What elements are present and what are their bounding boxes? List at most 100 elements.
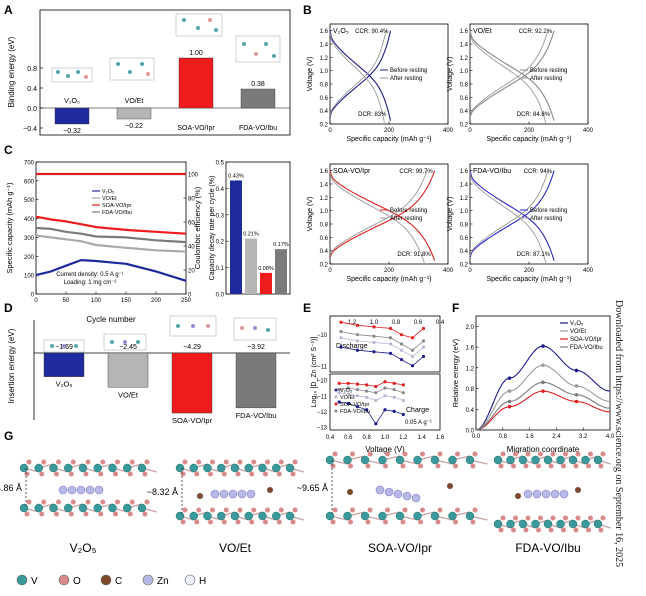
panel-e-current-label: 0.05 A g⁻¹ <box>405 420 432 426</box>
panel-b-subplot-3: 1.6 1.4 1.2 1.0 0.8 0.6 0.4 0.20 200 400 Voltage (… <box>447 163 594 283</box>
panel-g-atom-c <box>197 493 203 499</box>
panel-g-atom-v <box>531 519 540 529</box>
panel-g-atom-o <box>194 471 200 477</box>
panel-b-ytick-label: 0.2 <box>320 123 329 129</box>
panel-g-atom-v <box>93 503 102 513</box>
panel-g-atom-v <box>325 511 335 521</box>
panel-f-point <box>574 368 579 373</box>
panel-g-atom-o <box>600 515 606 521</box>
panel-a-ytick-label: 0.4 <box>27 86 37 93</box>
panel-b-subplot-1: 1.6 1.4 1.2 1.0 0.8 0.6 0.4 0.20 200 400 Voltage (… <box>447 23 594 143</box>
panel-g-atom-v <box>378 455 387 465</box>
panel-e-discharge-point <box>388 351 393 355</box>
panel-c-ytick-right-label: 40 <box>188 245 195 251</box>
panel-f-ytick-label: 2.0 <box>466 325 475 331</box>
panel-b-ytick-label: 1.0 <box>460 209 469 215</box>
panel-b-xtick-label: 400 <box>583 268 594 274</box>
panel-g-atom-o <box>598 527 604 533</box>
panel-e-top-xtick-label: 0.4 <box>436 320 445 326</box>
panel-e-top-ytick-label: −11 <box>317 364 327 370</box>
panel-g-atom-o <box>83 511 89 517</box>
panel-c-decay-ytick-label: 0.0 <box>216 293 225 299</box>
panel-g-atom-o <box>70 499 76 505</box>
panel-g-atom-v <box>343 455 352 465</box>
panel-b-subplot-title: FDA-VO/Ibu <box>473 168 511 175</box>
panel-g-atom-o <box>525 515 531 521</box>
panel-g-atom-v <box>258 511 267 521</box>
panel-g-atom-o <box>142 511 148 517</box>
panel-c-ytick-right-label: 100 <box>188 173 199 179</box>
panel-e-charge-point <box>355 405 360 409</box>
panel-g-atom-o <box>573 527 579 533</box>
panel-e-legend-marker <box>334 402 338 406</box>
panel-g-atom-zn <box>393 489 403 499</box>
panel-g-atom-o <box>500 451 506 457</box>
panel-g-structure-0: 4.86 Å V₂O₅ <box>0 459 157 555</box>
panel-g-atom-o <box>548 463 554 469</box>
panel-g-atom-o <box>402 507 408 513</box>
panel-e-charge-point <box>346 401 350 406</box>
panel-g-atom-o <box>561 527 566 533</box>
panel-c-legend-item-3: FDA-VO/Ibu <box>102 210 132 216</box>
panel-b-subplot-title: SOA-VO/Ipr <box>333 168 371 175</box>
panel-b-xtick-label: 0 <box>468 128 472 134</box>
panel-g-atom-o <box>453 463 458 469</box>
panel-g-atom-o <box>278 459 284 465</box>
panel-g-atom-o <box>182 459 188 465</box>
panel-g-atom-v <box>430 455 440 465</box>
panel-c-decay-ytick-label: 0.2 <box>216 240 225 246</box>
panel-b-ytick-label: 1.6 <box>320 29 329 35</box>
panel-g-atom-o <box>54 511 59 517</box>
panel-g-atom-zn <box>541 489 551 499</box>
panel-b-ytick-label: 0.2 <box>460 123 469 129</box>
panel-g-atom-o <box>249 519 255 525</box>
panel-e-charge-point <box>374 391 378 395</box>
panel-f-xtick-label: 0.8 <box>499 434 508 440</box>
panel-g-atom-v <box>217 463 226 473</box>
panel-a-frame <box>39 9 291 136</box>
panel-b-xtick-label: 0 <box>328 128 332 134</box>
panel-g-atom-o <box>85 459 91 465</box>
panel-b-ylabel: Voltage (V) <box>447 57 454 92</box>
panel-g-legend-label-0: V <box>31 576 38 587</box>
panel-g-atom-c <box>447 483 453 489</box>
panel-g-atom-v <box>465 455 475 465</box>
panel-e-charge-point <box>374 384 378 389</box>
panel-a-bar-label-1: VO/Et <box>125 98 144 105</box>
panel-b-xlabel: Specific capacity (mAh g⁻¹) <box>487 276 572 283</box>
panel-g-atom-o <box>235 471 241 477</box>
panel-b-discharge-rest-curve <box>329 172 425 263</box>
panel-c-ytick-right-label: 80 <box>188 197 195 203</box>
panel-g-atom-v <box>395 511 405 521</box>
panel-g-atom-v <box>448 511 457 521</box>
panel-c-decay-bar-0 <box>230 180 242 294</box>
panel-f-ytick-label: 0.8 <box>466 387 475 393</box>
panel-a-ylabel: Binding energy (eV) <box>7 36 16 107</box>
panel-g-atom-o <box>367 507 373 513</box>
panel-g-atom-o <box>385 451 390 457</box>
panel-e-top-xtick-label: 1.2 <box>348 320 357 326</box>
panel-b-ytick-label: 0.8 <box>320 83 329 89</box>
panel-g-atom-o <box>237 507 243 513</box>
panel-e-discharge-point <box>355 333 360 337</box>
panel-e-top-xtick-label: 0.8 <box>392 320 401 326</box>
panel-d-bar-value-2: −4.29 <box>183 344 201 351</box>
panel-g-structures: 4.86 Å V₂O₅ ~8.32 Å VO/Et ~9.65 Å SOA-VO/Ipr F… <box>0 451 611 587</box>
panel-g-atom-o <box>513 515 518 521</box>
panel-g-atom-v <box>518 455 528 465</box>
panel-g-atom-o <box>115 499 120 505</box>
panel-b-ytick-label: 1.4 <box>460 183 469 189</box>
panel-g-spacing-label: ~9.65 Å <box>297 483 328 493</box>
panel-g-atom-o <box>100 499 106 505</box>
panel-g-atom-o <box>561 463 566 469</box>
panel-g-atom-o <box>142 471 148 477</box>
panel-g-legend-label-2: C <box>115 576 122 587</box>
panel-d-bar-label-0: V₂O₅ <box>56 380 73 389</box>
panel-g-atom-o <box>575 451 581 457</box>
panel-b-discharge-rest-curve <box>469 32 547 123</box>
panel-g-atom-o <box>265 459 270 465</box>
panel-g-atom-o <box>194 519 200 525</box>
panel-g-atom-o <box>210 507 215 513</box>
panel-g-atom-zn <box>246 489 256 499</box>
panel-g-atom-v <box>123 463 132 473</box>
